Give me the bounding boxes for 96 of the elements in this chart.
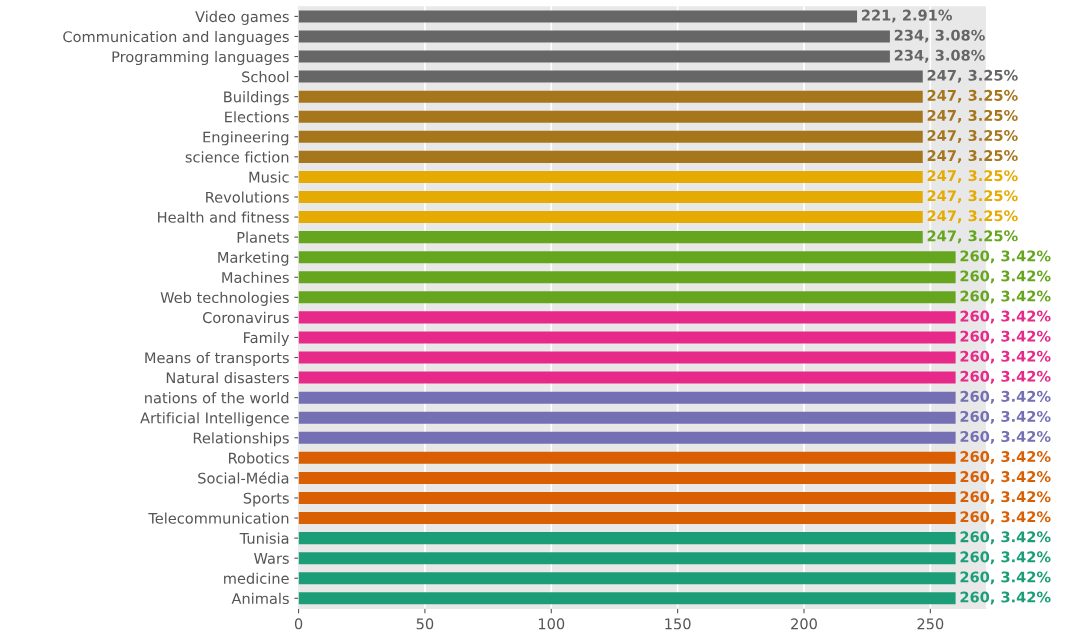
bar	[298, 150, 923, 163]
data-label: 247, 3.25%	[927, 170, 1018, 184]
bar	[298, 271, 956, 284]
data-label: 247, 3.25%	[927, 230, 1018, 244]
data-label: 247, 3.25%	[927, 150, 1018, 163]
y-tick-label: Means of transports	[145, 351, 289, 367]
bar	[298, 512, 956, 525]
bar	[298, 90, 923, 103]
y-tick-label: Family	[244, 331, 290, 347]
x-tick-label: 100	[538, 618, 565, 630]
data-label: 260, 3.42%	[960, 250, 1051, 264]
data-label: 260, 3.42%	[960, 531, 1051, 545]
y-tick-label: Programming languages	[112, 50, 289, 66]
bar	[298, 451, 956, 464]
bar	[298, 592, 956, 605]
y-tick-label: Health and fitness	[158, 211, 289, 223]
data-label: 260, 3.42%	[960, 270, 1051, 284]
bar	[298, 351, 956, 364]
bar	[298, 532, 956, 545]
y-tick-label: Buildings	[224, 91, 289, 106]
y-tick-label: Coronavirus	[202, 311, 289, 324]
y-tick-label: Marketing	[218, 251, 289, 266]
y-tick-label: Animals	[231, 592, 289, 605]
bar	[298, 311, 956, 324]
y-tick-label: medicine	[224, 572, 289, 584]
y-tick-label: Wars	[254, 553, 289, 564]
y-tick-label: Social-Média	[198, 471, 289, 484]
bar	[298, 552, 956, 565]
data-label: 260, 3.42%	[960, 370, 1051, 384]
x-tick-label: 150	[665, 618, 691, 630]
y-tick-label: science fiction	[185, 151, 289, 163]
data-label: 247, 3.25%	[927, 130, 1018, 143]
data-label: 260, 3.42%	[960, 491, 1051, 505]
bar	[298, 411, 956, 424]
data-label: 260, 3.42%	[960, 330, 1051, 344]
data-label: 221, 2.91%	[862, 9, 953, 23]
x-tick-label: 200	[791, 618, 817, 630]
x-tick-label: 50	[416, 618, 434, 630]
y-tick-label: Artificial Intelligence	[140, 412, 289, 427]
data-label: 260, 3.42%	[960, 591, 1051, 605]
data-label: 260, 3.42%	[960, 290, 1051, 304]
bar	[298, 491, 956, 504]
data-label: 260, 3.42%	[960, 451, 1051, 464]
y-tick-label: Music	[249, 171, 289, 183]
y-tick-label: Robotics	[229, 452, 289, 464]
x-tick-label: 0	[294, 618, 303, 630]
bar	[298, 70, 923, 83]
bar	[298, 30, 890, 43]
bar	[298, 110, 923, 123]
bar	[298, 10, 858, 23]
bar	[298, 251, 956, 264]
y-tick-label: Machines	[222, 271, 289, 283]
y-tick-label: Video games	[195, 10, 289, 25]
bar	[298, 231, 923, 244]
bar	[298, 431, 956, 444]
y-tick-label: Revolutions	[206, 191, 289, 203]
y-tick-label: Natural disasters	[166, 372, 289, 384]
y-tick-label: Engineering	[203, 131, 289, 146]
data-label: 247, 3.25%	[927, 69, 1018, 83]
data-label: 260, 3.42%	[960, 350, 1051, 364]
y-tick-label: Tunisia	[239, 532, 289, 544]
data-label: 260, 3.42%	[960, 390, 1051, 404]
y-tick-label: Web technologies	[160, 291, 289, 306]
y-tick-label: School	[242, 71, 289, 83]
data-label: 260, 3.42%	[960, 471, 1051, 484]
y-tick-label: Relationships	[193, 432, 289, 447]
y-tick-label: Telecommunication	[148, 512, 289, 524]
y-tick-label: Communication and languages	[63, 30, 289, 46]
bar	[298, 211, 923, 224]
data-label: 247, 3.25%	[927, 109, 1018, 123]
data-label: 260, 3.42%	[960, 430, 1051, 444]
bar	[298, 371, 956, 384]
data-label: 247, 3.25%	[927, 210, 1018, 224]
bar	[298, 170, 923, 183]
data-label: 260, 3.42%	[960, 410, 1051, 424]
y-tick-label: Elections	[225, 111, 289, 123]
data-label: 234, 3.08%	[894, 29, 985, 43]
bar	[298, 50, 890, 63]
bar	[298, 291, 956, 304]
bar	[298, 331, 956, 344]
data-label: 260, 3.42%	[960, 511, 1051, 525]
data-label: 247, 3.25%	[927, 190, 1018, 204]
data-label: 234, 3.08%	[894, 49, 985, 63]
y-tick-label: nations of the world	[145, 392, 289, 404]
bar	[298, 391, 956, 404]
y-tick-label: Planets	[237, 231, 289, 243]
x-tick-label: 250	[917, 618, 944, 630]
data-label: 260, 3.42%	[960, 310, 1051, 324]
bar	[298, 130, 923, 143]
bar	[298, 572, 956, 585]
data-label: 260, 3.42%	[960, 571, 1051, 585]
data-label: 260, 3.42%	[960, 551, 1051, 565]
bar	[298, 471, 956, 484]
data-label: 247, 3.25%	[927, 89, 1018, 103]
bar	[298, 190, 923, 204]
y-tick-label: Sports	[243, 492, 289, 507]
